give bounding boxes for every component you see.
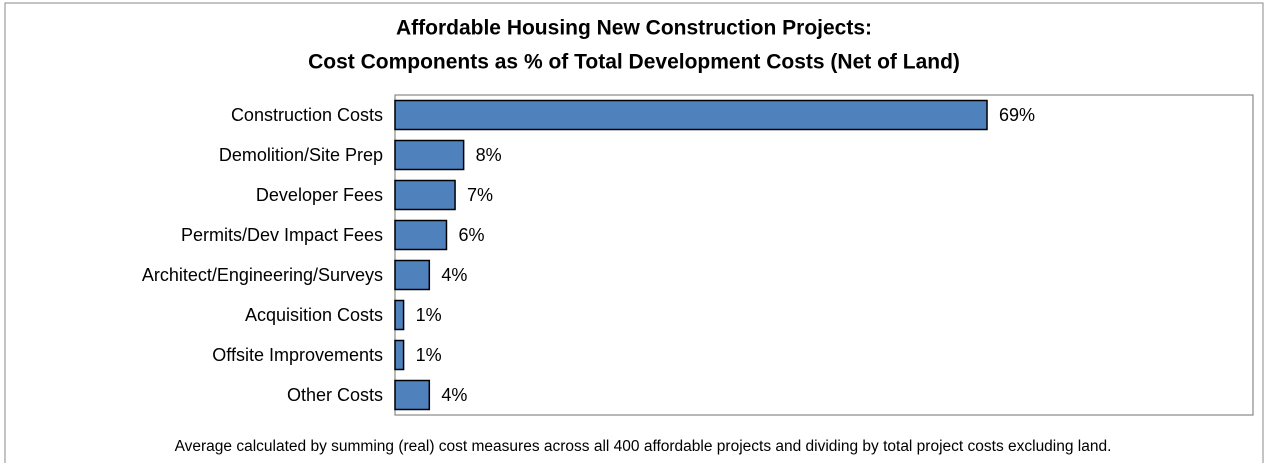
chart-title: Affordable Housing New Construction Proj…	[396, 17, 872, 40]
y-tick-label: Construction Costs	[231, 105, 383, 125]
y-tick-label: Acquisition Costs	[245, 305, 383, 325]
data-label: 8%	[476, 145, 502, 165]
data-label: 7%	[467, 185, 493, 205]
footnote: Average calculated by summing (real) cos…	[175, 438, 1112, 455]
data-label: 4%	[441, 385, 467, 405]
chart-frame	[4, 2, 1264, 463]
bar	[394, 179, 456, 211]
y-tick-label: Architect/Engineering/Surveys	[142, 265, 383, 285]
data-label: 69%	[999, 105, 1035, 125]
plot-area	[394, 94, 1254, 416]
bar	[394, 99, 988, 131]
bar	[394, 259, 431, 291]
data-label: 4%	[441, 265, 467, 285]
y-tick-label: Developer Fees	[256, 185, 383, 205]
y-tick-label: Other Costs	[287, 385, 383, 405]
bar	[394, 219, 448, 251]
y-tick-label: Permits/Dev Impact Fees	[181, 225, 383, 245]
data-label: 1%	[416, 305, 442, 325]
y-tick-label: Demolition/Site Prep	[219, 145, 383, 165]
bar	[394, 379, 431, 411]
bar	[394, 339, 405, 371]
y-tick-label: Offsite Improvements	[212, 345, 383, 365]
bar	[394, 299, 405, 331]
bar	[394, 139, 465, 171]
data-label: 1%	[416, 345, 442, 365]
data-label: 6%	[458, 225, 484, 245]
chart-title: Cost Components as % of Total Developmen…	[308, 51, 960, 74]
